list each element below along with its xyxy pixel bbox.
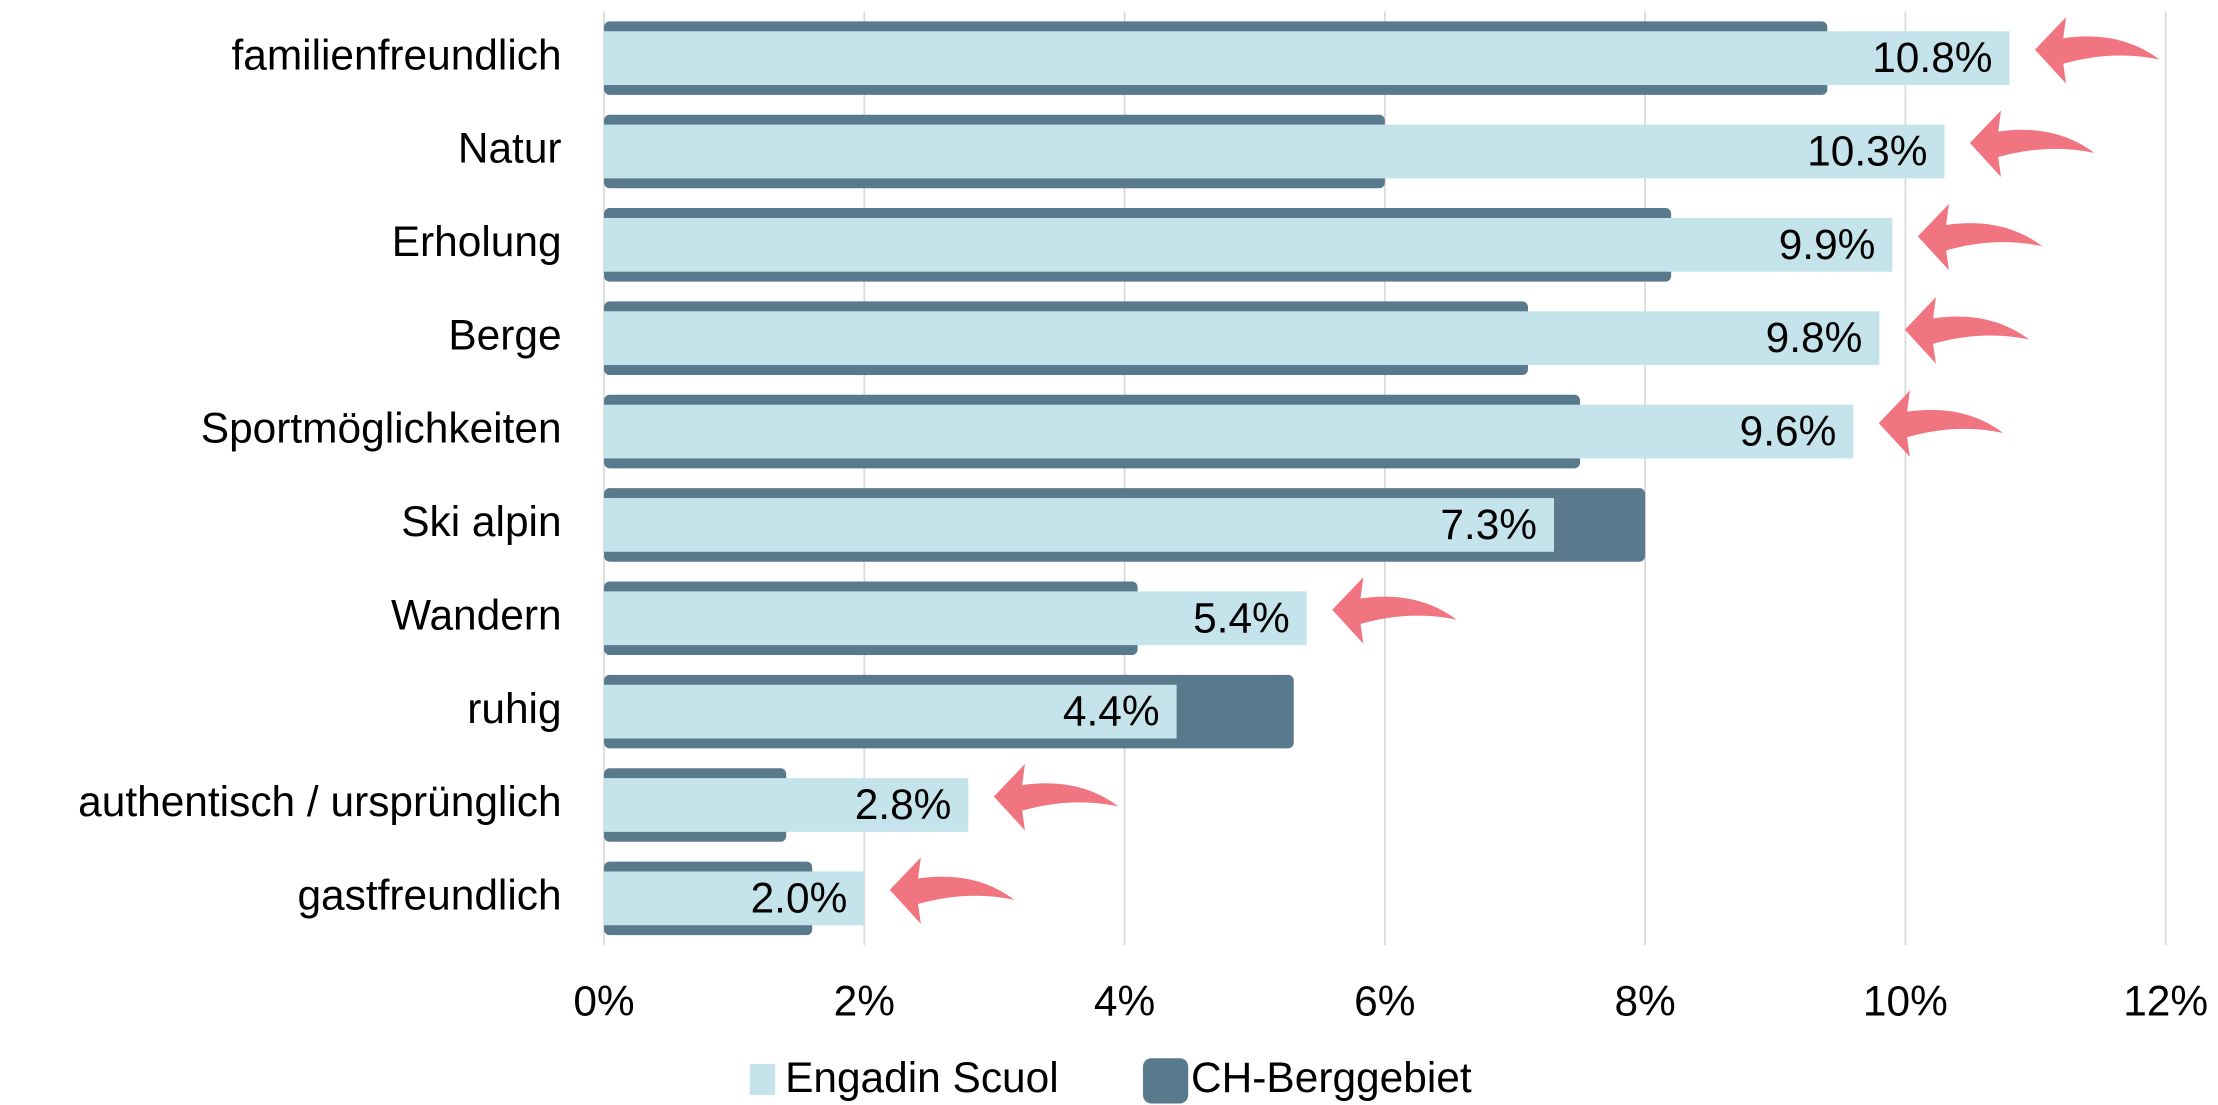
- bar: [604, 871, 865, 926]
- x-tick-label: 6%: [1354, 978, 1415, 1025]
- bar: [604, 498, 1555, 552]
- bar: [604, 311, 1880, 366]
- category-label: familienfreundlich: [231, 31, 561, 78]
- value-label: 2.0%: [751, 874, 848, 921]
- arrow: [1969, 110, 2095, 177]
- arrow: [993, 763, 1119, 831]
- arrow: [1904, 297, 2030, 364]
- bar: [604, 217, 1893, 272]
- arrow: [1332, 577, 1457, 644]
- legend-label: CH-Berggebiet: [1191, 1054, 1472, 1101]
- value-label: 9.6%: [1740, 408, 1837, 455]
- arrow: [1917, 203, 2043, 271]
- x-tick-label: 0%: [573, 978, 634, 1025]
- category-label: Ski alpin: [401, 498, 561, 545]
- legend-swatch: [1142, 1058, 1189, 1104]
- category-label: Sportmöglichkeiten: [201, 405, 562, 452]
- value-label: 4.4%: [1063, 688, 1160, 735]
- bar: [604, 31, 2010, 85]
- bar: [604, 591, 1307, 646]
- bar: [604, 124, 1945, 179]
- category-label: Natur: [458, 125, 562, 172]
- category-label: authentisch / ursprünglich: [78, 778, 561, 825]
- x-tick-label: 2%: [834, 978, 895, 1025]
- value-label: 9.9%: [1779, 221, 1876, 268]
- category-label: Wandern: [391, 591, 562, 638]
- category-label: Berge: [448, 311, 561, 358]
- category-label: gastfreundlich: [297, 872, 561, 919]
- value-label: 9.8%: [1766, 314, 1863, 361]
- legend-swatch: [749, 1063, 776, 1095]
- bar: [604, 778, 969, 832]
- category-label: Erholung: [392, 218, 562, 265]
- legend-label: Engadin Scuol: [785, 1054, 1059, 1101]
- bar: [604, 404, 1854, 459]
- value-label: 10.8%: [1872, 34, 1992, 81]
- value-label: 10.3%: [1807, 128, 1927, 175]
- category-label: ruhig: [467, 685, 561, 732]
- x-tick-label: 8%: [1614, 978, 1675, 1025]
- arrow: [2034, 17, 2160, 84]
- arrow: [1878, 390, 2004, 458]
- x-tick-label: 4%: [1094, 978, 1155, 1025]
- x-tick-label: 10%: [1863, 978, 1948, 1025]
- arrow: [889, 857, 1015, 924]
- bar: [604, 684, 1177, 739]
- value-label: 7.3%: [1440, 501, 1537, 548]
- value-label: 5.4%: [1193, 594, 1290, 641]
- value-label: 2.8%: [855, 781, 952, 828]
- x-tick-label: 12%: [2123, 978, 2208, 1025]
